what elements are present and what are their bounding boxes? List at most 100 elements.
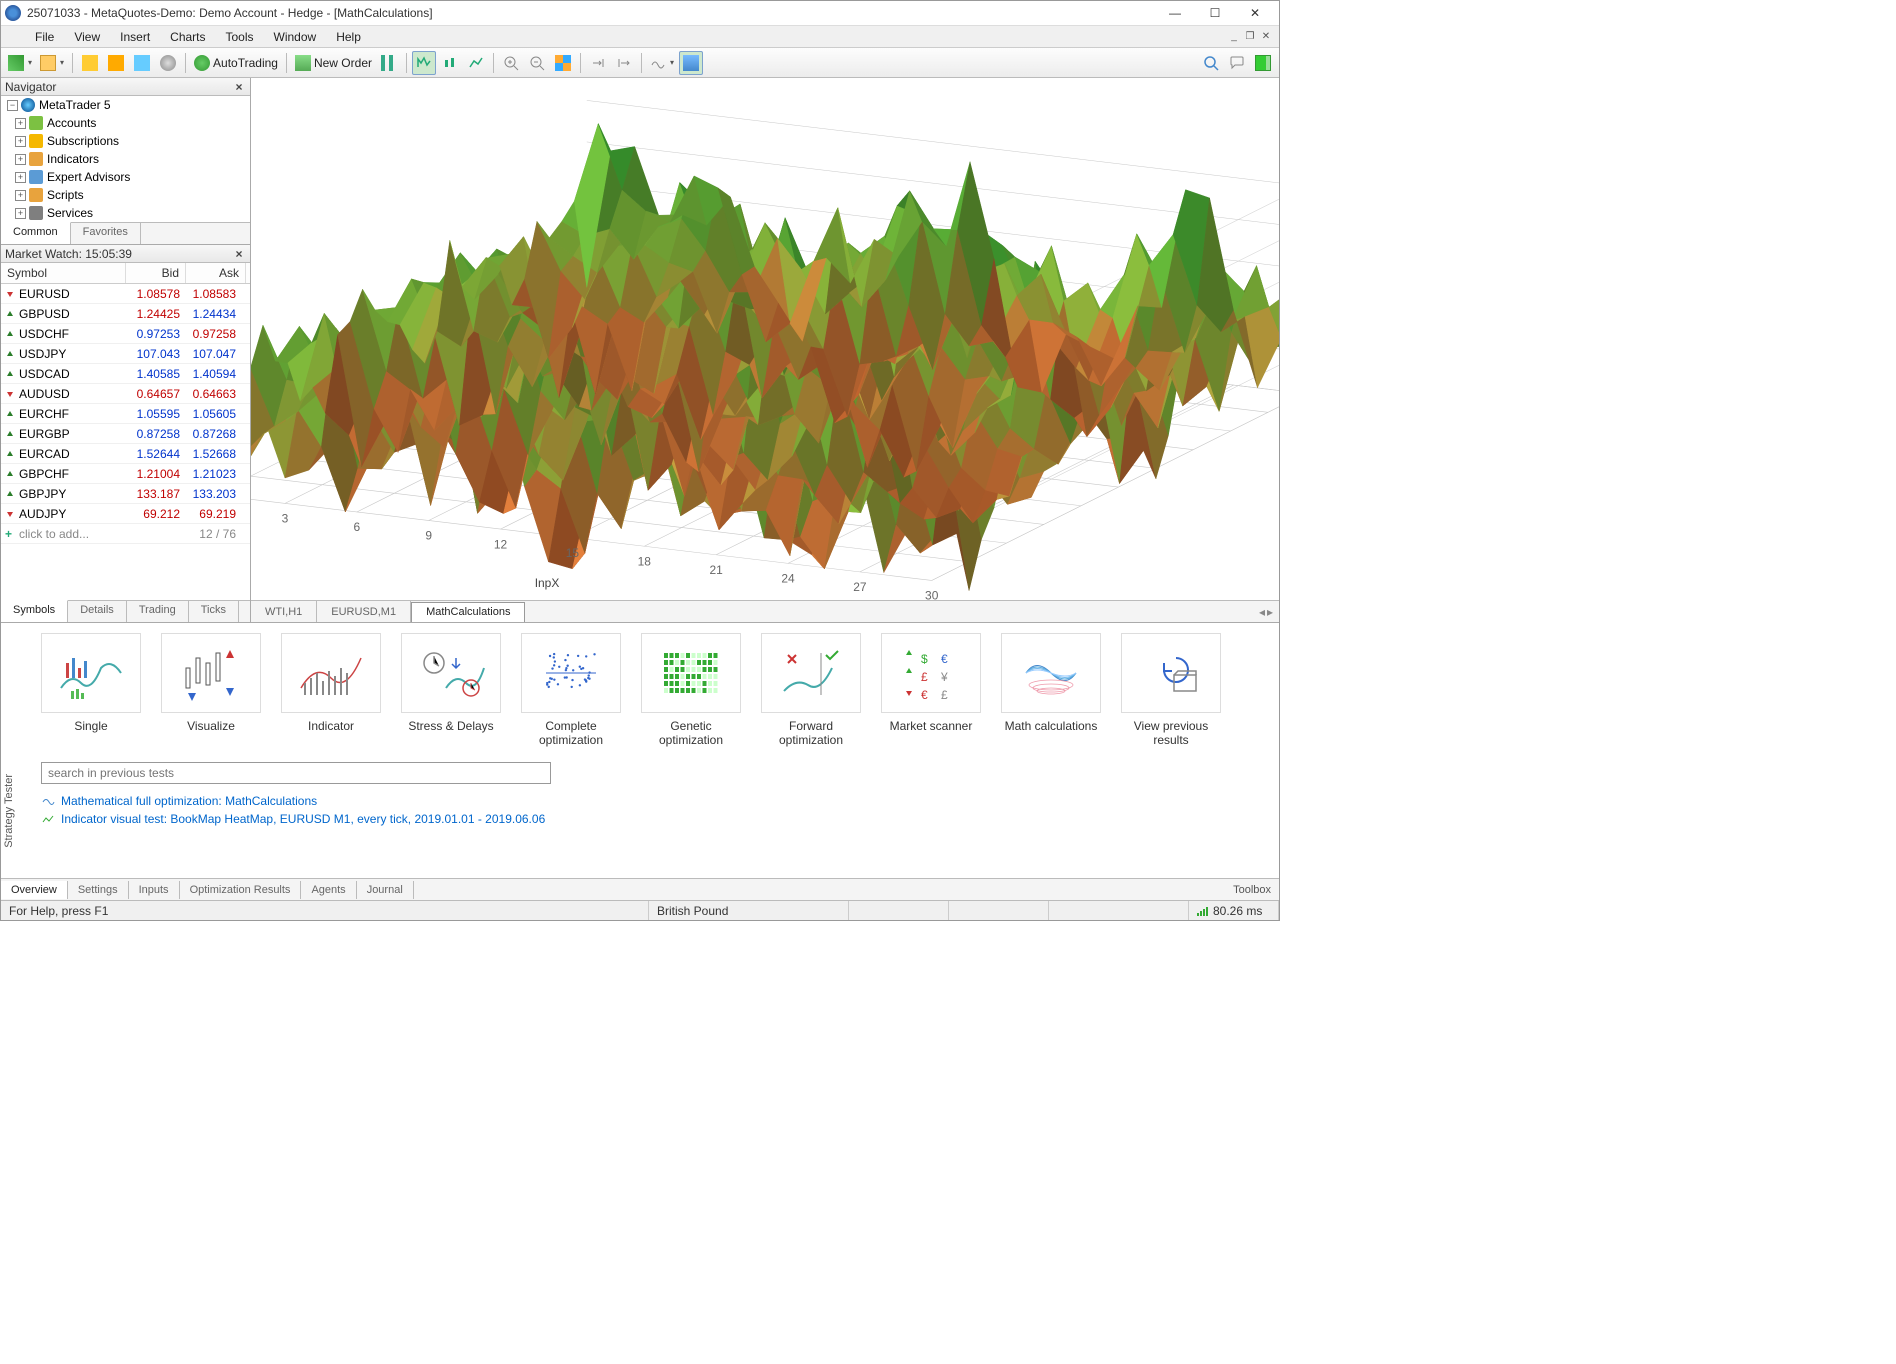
navigator-close-icon[interactable]: ×: [232, 80, 246, 94]
mw-row-audusd[interactable]: AUDUSD0.646570.64663: [1, 384, 250, 404]
chart-tab-wti-h1[interactable]: WTI,H1: [251, 601, 317, 622]
tab-favorites[interactable]: Favorites: [71, 223, 141, 244]
maximize-button[interactable]: ☐: [1195, 1, 1235, 26]
menu-charts[interactable]: Charts: [160, 28, 215, 46]
tree-root[interactable]: − MetaTrader 5: [1, 96, 250, 114]
chart-3d-surface[interactable]: 302724211815129630InpX: [251, 78, 1279, 600]
expand-icon[interactable]: +: [15, 154, 26, 165]
expand-icon[interactable]: +: [15, 118, 26, 129]
expand-icon[interactable]: +: [15, 190, 26, 201]
mdi-restore-icon[interactable]: ❐: [1243, 30, 1257, 44]
tree-item-services[interactable]: +Services: [1, 204, 250, 222]
templates-button[interactable]: [679, 51, 703, 75]
tab-next-icon[interactable]: ▸: [1267, 605, 1273, 619]
mdi-minimize-icon[interactable]: _: [1227, 30, 1241, 44]
mdi-close-icon[interactable]: ✕: [1259, 30, 1273, 44]
autotrading-button[interactable]: AutoTrading: [191, 51, 281, 75]
tree-item-subscriptions[interactable]: +Subscriptions: [1, 132, 250, 150]
tester-link-1[interactable]: Indicator visual test: BookMap HeatMap, …: [41, 810, 1269, 828]
market-watch-button[interactable]: [78, 51, 102, 75]
tree-item-accounts[interactable]: +Accounts: [1, 114, 250, 132]
tester-tab-overview[interactable]: Overview: [1, 881, 68, 899]
chart-type-button[interactable]: [377, 51, 401, 75]
market-watch-close-icon[interactable]: ×: [232, 247, 246, 261]
expand-icon[interactable]: +: [15, 136, 26, 147]
col-ask[interactable]: Ask: [186, 263, 246, 283]
mw-row-usdjpy[interactable]: USDJPY107.043107.047: [1, 344, 250, 364]
mw-row-gbpchf[interactable]: GBPCHF1.210041.21023: [1, 464, 250, 484]
menu-view[interactable]: View: [64, 28, 110, 46]
mw-row-gbpjpy[interactable]: GBPJPY133.187133.203: [1, 484, 250, 504]
mw-row-audjpy[interactable]: AUDJPY69.21269.219: [1, 504, 250, 524]
mw-add-row[interactable]: +click to add...12 / 76: [1, 524, 250, 544]
expand-icon[interactable]: −: [7, 100, 18, 111]
svg-text:15: 15: [566, 546, 580, 560]
tester-card-market-scanner[interactable]: $€£¥€£Market scanner: [881, 633, 981, 748]
tester-tab-journal[interactable]: Journal: [357, 881, 414, 899]
tester-card-view-previous-results[interactable]: View previous results: [1121, 633, 1221, 748]
tester-card-indicator[interactable]: Indicator: [281, 633, 381, 748]
expand-icon[interactable]: +: [15, 172, 26, 183]
chat-button[interactable]: [1225, 51, 1249, 75]
line-chart-button[interactable]: [464, 51, 488, 75]
menu-help[interactable]: Help: [326, 28, 371, 46]
menu-file[interactable]: File: [25, 28, 64, 46]
chart-tab-eurusd-m1[interactable]: EURUSD,M1: [317, 601, 411, 622]
new-chart-button[interactable]: ▾: [5, 51, 35, 75]
mw-tab-details[interactable]: Details: [68, 601, 127, 622]
profiles-button[interactable]: ▾: [37, 51, 67, 75]
tester-link-0[interactable]: Mathematical full optimization: MathCalc…: [41, 792, 1269, 810]
tester-card-complete-optimization[interactable]: Complete optimization: [521, 633, 621, 748]
tile-windows-button[interactable]: [551, 51, 575, 75]
connection-indicator[interactable]: [1251, 51, 1275, 75]
tester-card-visualize[interactable]: Visualize: [161, 633, 261, 748]
mw-row-eurgbp[interactable]: EURGBP0.872580.87268: [1, 424, 250, 444]
terminal-button[interactable]: [156, 51, 180, 75]
bar-chart-button[interactable]: [412, 51, 436, 75]
col-bid[interactable]: Bid: [126, 263, 186, 283]
zoom-in-button[interactable]: [499, 51, 523, 75]
mw-row-usdchf[interactable]: USDCHF0.972530.97258: [1, 324, 250, 344]
tab-prev-icon[interactable]: ◂: [1259, 605, 1265, 619]
ask-value: 0.87268: [186, 427, 246, 441]
mw-row-gbpusd[interactable]: GBPUSD1.244251.24434: [1, 304, 250, 324]
mw-tab-symbols[interactable]: Symbols: [1, 600, 68, 622]
menu-tools[interactable]: Tools: [216, 28, 264, 46]
search-button[interactable]: [1199, 51, 1223, 75]
tester-tab-optimization-results[interactable]: Optimization Results: [180, 881, 302, 899]
autoscroll-button[interactable]: [612, 51, 636, 75]
mw-tab-ticks[interactable]: Ticks: [189, 601, 239, 622]
col-symbol[interactable]: Symbol: [1, 263, 126, 283]
tester-card-stress-delays[interactable]: Stress & Delays: [401, 633, 501, 748]
new-order-button[interactable]: New Order: [292, 51, 375, 75]
menu-window[interactable]: Window: [264, 28, 327, 46]
shift-button[interactable]: [586, 51, 610, 75]
tester-card-forward-optimization[interactable]: Forward optimization: [761, 633, 861, 748]
mw-row-eurusd[interactable]: EURUSD1.085781.08583: [1, 284, 250, 304]
tester-card-genetic-optimization[interactable]: Genetic optimization: [641, 633, 741, 748]
indicators-button[interactable]: ▾: [647, 51, 677, 75]
candle-chart-button[interactable]: [438, 51, 462, 75]
expand-icon[interactable]: +: [15, 208, 26, 219]
navigator-button[interactable]: [130, 51, 154, 75]
chart-tab-mathcalculations[interactable]: MathCalculations: [411, 602, 525, 623]
mw-tab-trading[interactable]: Trading: [127, 601, 189, 622]
tester-tab-settings[interactable]: Settings: [68, 881, 129, 899]
zoom-out-button[interactable]: [525, 51, 549, 75]
tab-common[interactable]: Common: [1, 222, 71, 244]
tester-card-math-calculations[interactable]: Math calculations: [1001, 633, 1101, 748]
tree-item-scripts[interactable]: +Scripts: [1, 186, 250, 204]
tester-tab-agents[interactable]: Agents: [301, 881, 356, 899]
menu-insert[interactable]: Insert: [110, 28, 160, 46]
close-button[interactable]: ✕: [1235, 1, 1275, 26]
mw-row-eurcad[interactable]: EURCAD1.526441.52668: [1, 444, 250, 464]
tester-card-single[interactable]: Single: [41, 633, 141, 748]
tree-item-indicators[interactable]: +Indicators: [1, 150, 250, 168]
search-input[interactable]: [41, 762, 551, 784]
mw-row-eurchf[interactable]: EURCHF1.055951.05605: [1, 404, 250, 424]
tester-tab-inputs[interactable]: Inputs: [129, 881, 180, 899]
minimize-button[interactable]: —: [1155, 1, 1195, 26]
mw-row-usdcad[interactable]: USDCAD1.405851.40594: [1, 364, 250, 384]
data-window-button[interactable]: [104, 51, 128, 75]
tree-item-expert-advisors[interactable]: +Expert Advisors: [1, 168, 250, 186]
